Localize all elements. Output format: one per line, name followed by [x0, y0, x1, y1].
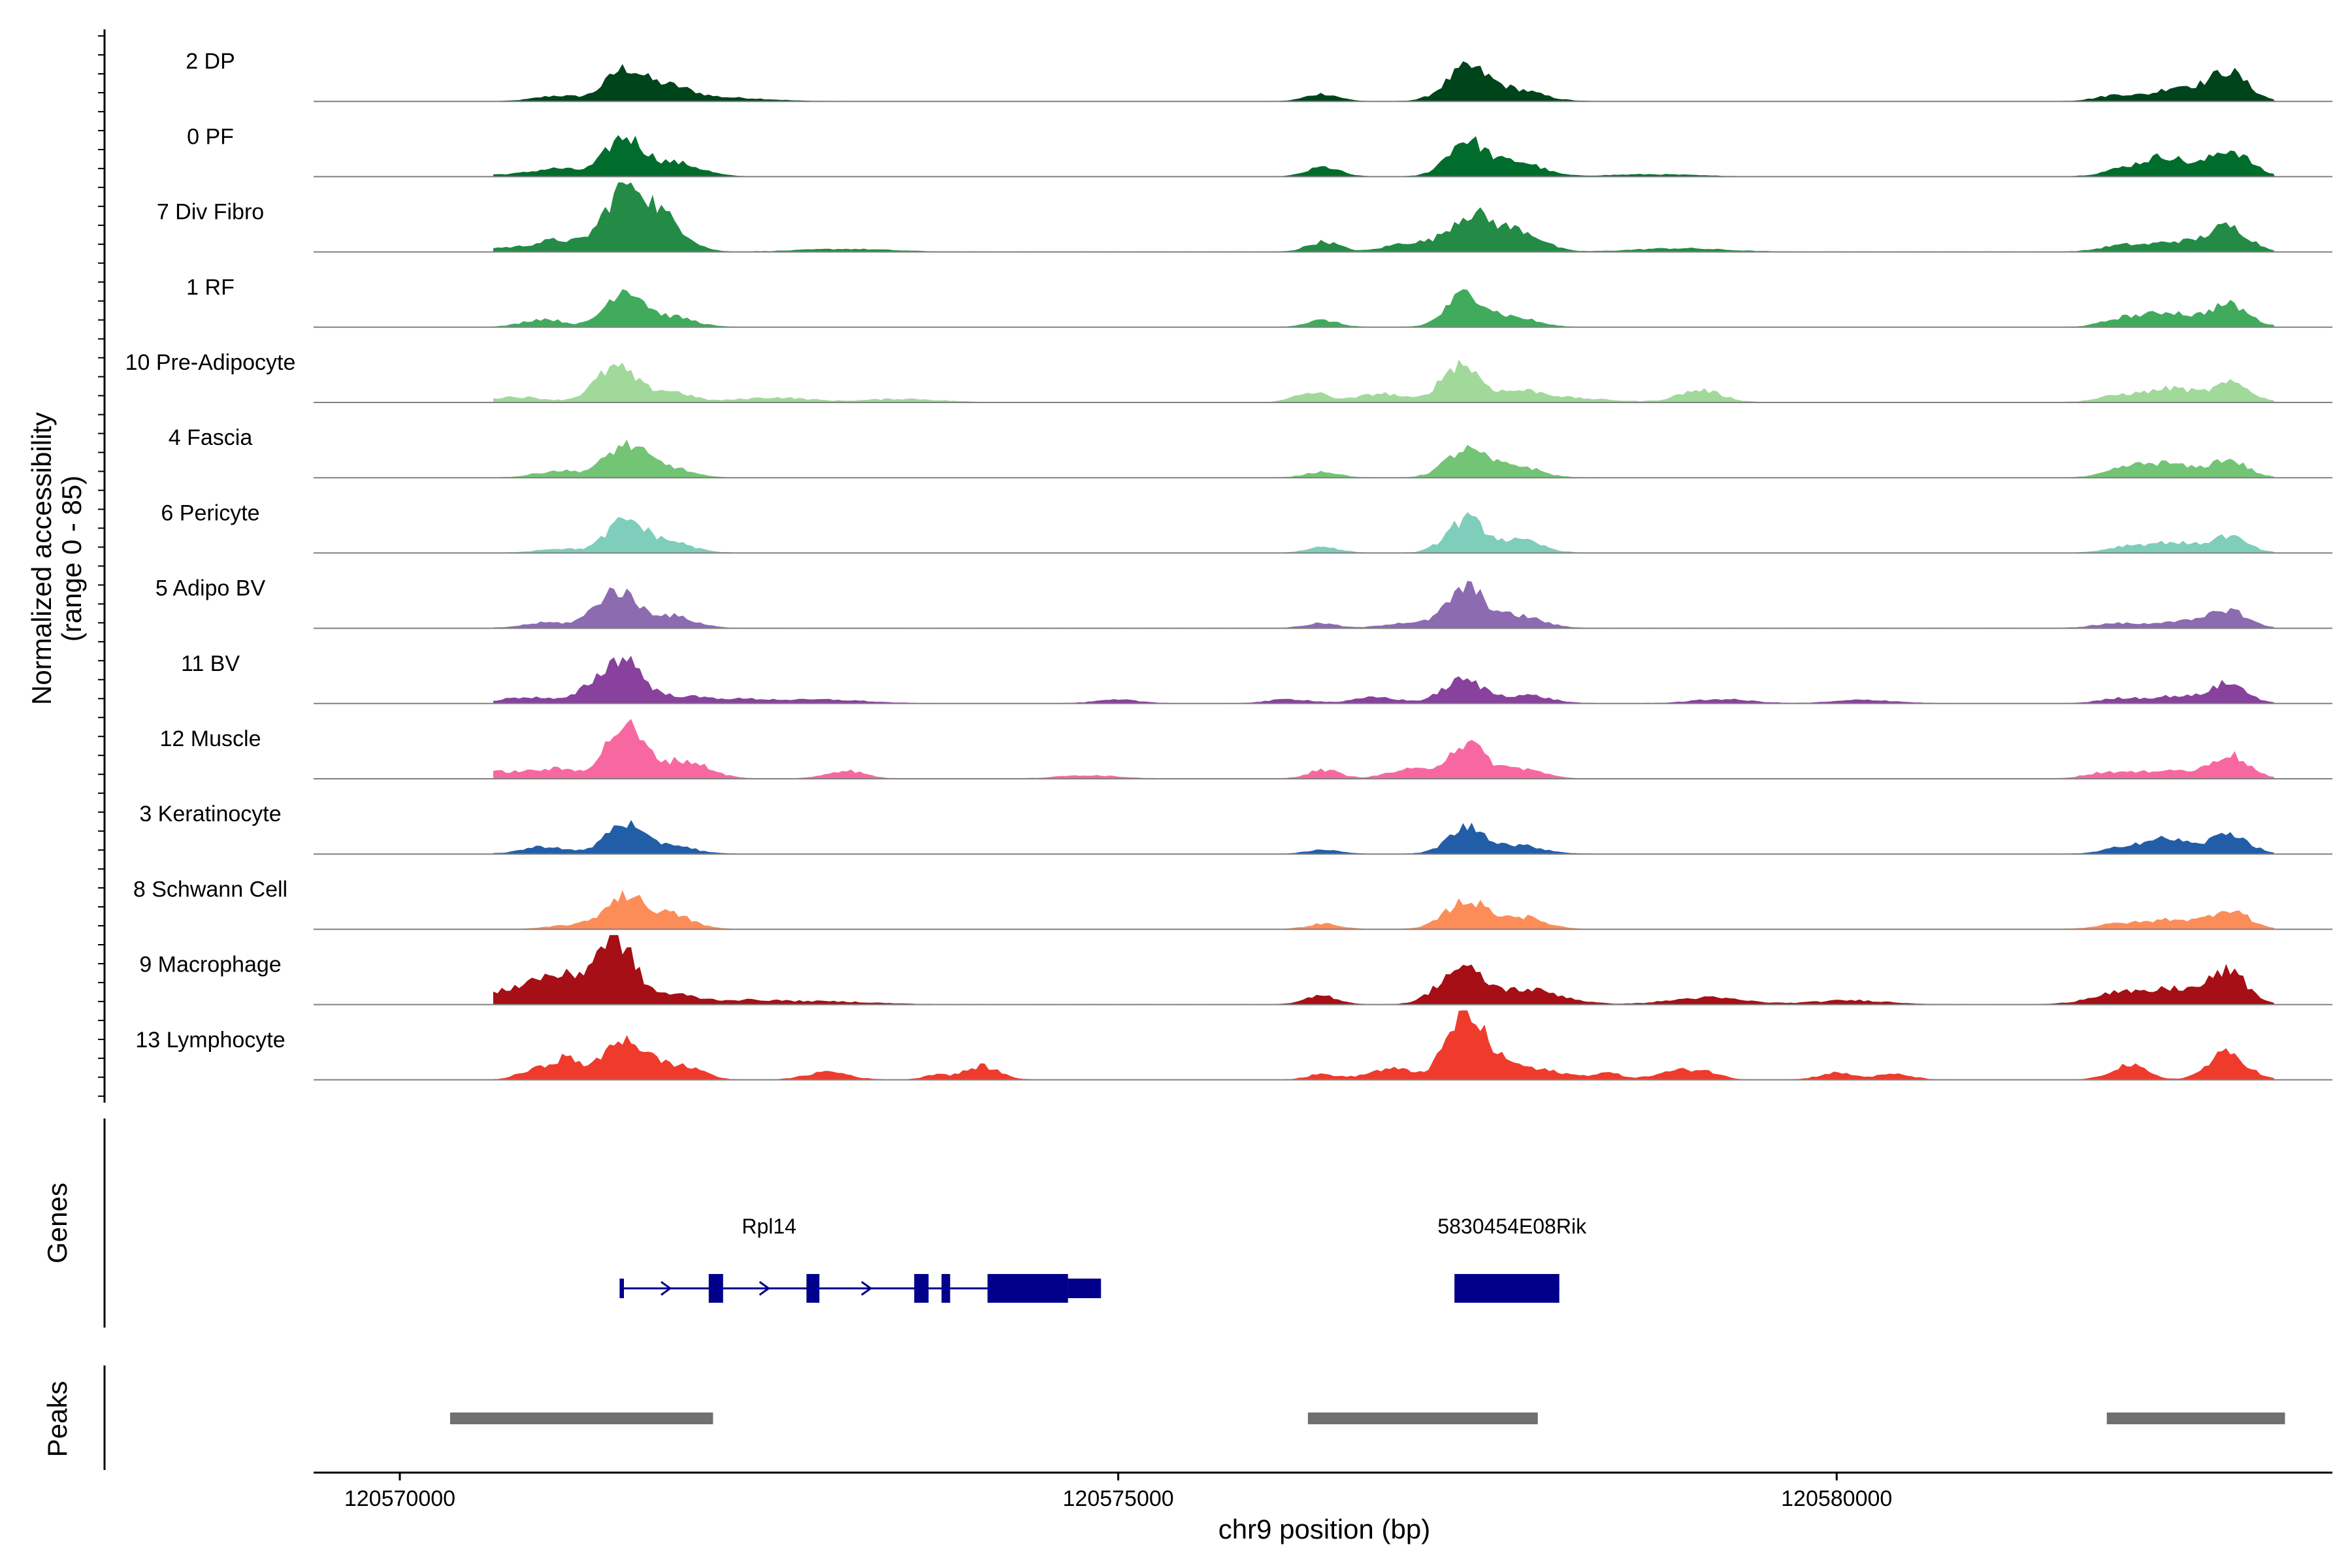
- gene-exon: [806, 1274, 820, 1303]
- peak-region-1: [449, 1413, 713, 1424]
- coverage-area-6: [493, 439, 2276, 478]
- gene-exon: [1454, 1274, 1560, 1303]
- coverage-area-7: [493, 512, 2276, 553]
- gene-exon: [987, 1274, 1068, 1303]
- track-10: 12 Muscle: [160, 719, 2332, 779]
- peak-region-2: [1307, 1413, 1538, 1424]
- track-3: 7 Div Fibro: [157, 182, 2332, 253]
- coverage-area-2: [493, 135, 2276, 177]
- track-label-8: 5 Adipo BV: [155, 576, 266, 601]
- track-9: 11 BV: [181, 651, 2332, 704]
- coverage-area-8: [493, 581, 2276, 629]
- track-label-13: 9 Macrophage: [139, 953, 281, 977]
- track-label-14: 13 Lymphocyte: [135, 1028, 285, 1053]
- coverage-area-10: [493, 719, 2276, 779]
- track-8: 5 Adipo BV: [155, 576, 2332, 629]
- track-label-6: 4 Fascia: [169, 425, 253, 450]
- coverage-tracks: 2 DP 0 PF 7 Div Fibro 1 RF 10 Pre-Adipocyte 4…: [125, 49, 2332, 1081]
- peak-region-3: [2106, 1413, 2285, 1424]
- coverage-y-axis: [98, 29, 106, 1103]
- track-7: 6 Pericyte: [161, 500, 2332, 554]
- track-6: 4 Fascia: [169, 425, 2332, 479]
- track-label-3: 7 Div Fibro: [157, 200, 264, 225]
- track-label-5: 10 Pre-Adipocyte: [125, 350, 296, 375]
- y-axis-label-line2: (range 0 - 85): [56, 476, 87, 642]
- strand-arrow: [759, 1281, 771, 1296]
- gene-exon: [914, 1274, 929, 1303]
- genes-panel-label: Genes: [42, 1183, 73, 1264]
- track-label-11: 3 Keratinocyte: [139, 802, 281, 826]
- coverage-area-4: [493, 289, 2276, 327]
- track-label-9: 11 BV: [181, 651, 240, 676]
- coverage-area-1: [493, 61, 2276, 102]
- track-12: 8 Schwann Cell: [133, 877, 2332, 930]
- gene-Rpl14: Rpl14: [619, 1215, 1102, 1303]
- track-label-10: 12 Muscle: [160, 727, 261, 751]
- track-1: 2 DP: [186, 49, 2332, 103]
- x-axis-label: chr9 position (bp): [1218, 1514, 1431, 1544]
- y-axis-label-line1: Normalized accessibility: [26, 412, 57, 705]
- track-13: 9 Macrophage: [139, 935, 2332, 1005]
- track-label-2: 0 PF: [187, 124, 234, 149]
- track-14: 13 Lymphocyte: [135, 1010, 2332, 1081]
- coverage-area-9: [493, 655, 2276, 704]
- coverage-area-12: [493, 890, 2276, 930]
- peak-track: [449, 1413, 2285, 1424]
- x-tick-label: 120570000: [344, 1486, 455, 1511]
- x-axis: 120570000 120575000 120580000: [314, 1471, 2332, 1511]
- gene-exon: [619, 1279, 624, 1298]
- track-5: 10 Pre-Adipocyte: [125, 350, 2332, 403]
- gene-name-label: Rpl14: [742, 1215, 796, 1238]
- coverage-area-5: [493, 359, 2276, 402]
- coverage-area-3: [493, 182, 2276, 252]
- coverage-area-14: [493, 1010, 2276, 1080]
- track-4: 1 RF: [186, 275, 2332, 328]
- track-label-1: 2 DP: [186, 49, 235, 74]
- x-tick-label: 120575000: [1063, 1486, 1174, 1511]
- gene-exon: [1068, 1279, 1102, 1298]
- gene-exon: [941, 1274, 951, 1303]
- coverage-area-11: [493, 820, 2276, 855]
- gene-exon: [708, 1274, 723, 1303]
- peaks-panel-label: Peaks: [42, 1381, 73, 1458]
- x-tick-label: 120580000: [1781, 1486, 1892, 1511]
- track-label-4: 1 RF: [186, 275, 235, 300]
- coverage-area-13: [493, 935, 2276, 1005]
- track-11: 3 Keratinocyte: [139, 802, 2332, 855]
- gene-track: Rpl14 5830454E08Rik: [619, 1215, 1587, 1303]
- track-label-7: 6 Pericyte: [161, 500, 259, 525]
- track-2: 0 PF: [187, 124, 2332, 178]
- track-label-12: 8 Schwann Cell: [133, 877, 287, 902]
- strand-arrow: [661, 1281, 672, 1296]
- gene-name-label: 5830454E08Rik: [1437, 1215, 1587, 1238]
- strand-arrow: [860, 1281, 873, 1296]
- gene-5830454E08Rik: 5830454E08Rik: [1437, 1215, 1587, 1303]
